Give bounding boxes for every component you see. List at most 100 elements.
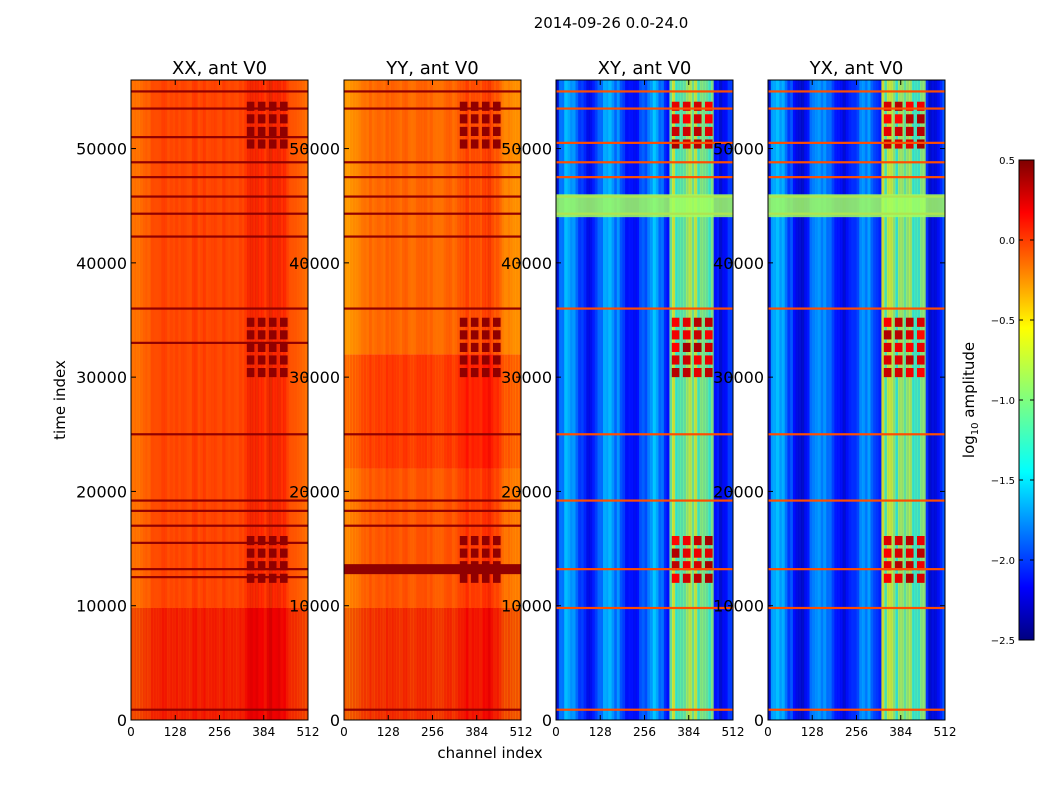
channel-stripe [597, 80, 601, 720]
channel-stripe [633, 80, 637, 720]
rfi-block [470, 330, 479, 340]
channel-stripe [222, 80, 226, 720]
channel-stripe [914, 80, 918, 720]
rfi-block [894, 126, 903, 136]
channel-stripe [920, 80, 924, 720]
rfi-block [704, 548, 713, 558]
channel-stripe [501, 80, 505, 720]
rfi-block [671, 126, 680, 136]
channel-stripe [561, 80, 565, 720]
hot-row [131, 161, 308, 164]
y-tick-label: 20000 [76, 482, 127, 501]
channel-stripe [641, 80, 645, 720]
channel-stripe [507, 80, 511, 720]
channel-stripe [655, 80, 659, 720]
channel-stripe [498, 80, 503, 720]
channel-stripe [175, 80, 179, 720]
channel-stripe [186, 80, 190, 720]
channel-stripe [834, 80, 838, 720]
hot-row [344, 499, 521, 502]
channel-stripe [515, 80, 519, 720]
rfi-block [257, 536, 266, 546]
channel-stripe [169, 80, 173, 720]
channel-stripe [183, 80, 187, 720]
rfi-block [459, 368, 468, 378]
y-tick-label: 50000 [76, 140, 127, 159]
rfi-block [894, 536, 903, 546]
rfi-block [704, 126, 713, 136]
x-tick-label: 384 [465, 725, 488, 739]
y-tick-label: 20000 [289, 482, 340, 501]
rfi-block [459, 101, 468, 111]
hot-row [556, 90, 733, 93]
channel-stripe [216, 80, 220, 720]
channel-stripe [663, 80, 668, 720]
channel-stripe [922, 80, 927, 720]
hot-row [556, 176, 733, 179]
hot-row [344, 433, 521, 436]
rfi-block [905, 536, 914, 546]
rfi-block [671, 368, 680, 378]
channel-stripe [658, 80, 662, 720]
channel-stripe [407, 80, 411, 720]
channel-stripe [683, 80, 687, 720]
colorbar-tick-label: −2.0 [991, 556, 1015, 567]
rfi-block [459, 573, 468, 583]
rfi-block [671, 536, 680, 546]
channel-stripe [402, 80, 406, 720]
x-tick-label: 512 [297, 725, 320, 739]
channel-stripe [798, 80, 802, 720]
channel-stripe [708, 80, 712, 720]
rfi-block [268, 536, 277, 546]
channel-stripe [230, 80, 234, 720]
channel-stripe [823, 80, 827, 720]
rfi-block [257, 114, 266, 124]
rfi-block [246, 355, 255, 365]
rfi-block [682, 561, 691, 571]
channel-stripe [446, 80, 450, 720]
channel-stripe [465, 80, 469, 720]
rfi-block [916, 561, 925, 571]
channel-stripe [591, 80, 596, 720]
hot-row [131, 212, 308, 215]
hot-row [344, 564, 521, 575]
rfi-block [704, 342, 713, 352]
channel-stripe [886, 80, 891, 720]
rfi-block [481, 573, 490, 583]
rfi-block [459, 548, 468, 558]
channel-stripe [575, 80, 579, 720]
rfi-block [905, 573, 914, 583]
channel-stripe [724, 80, 728, 720]
channel-stripe [672, 80, 676, 720]
x-tick-label: 384 [889, 725, 912, 739]
hot-row [131, 107, 308, 110]
rfi-block [470, 573, 479, 583]
channel-stripe [485, 80, 489, 720]
rfi-block [693, 139, 702, 149]
rfi-block [883, 561, 892, 571]
channel-stripe [864, 80, 869, 720]
rfi-block [894, 114, 903, 124]
x-axis-label: channel index [437, 744, 542, 762]
channel-stripe [283, 80, 287, 720]
rfi-block [916, 126, 925, 136]
hot-row [556, 141, 733, 144]
colorbar-tick-label: −2.5 [991, 636, 1015, 647]
x-tick-label: 512 [934, 725, 957, 739]
rfi-block [894, 330, 903, 340]
y-tick-label: 40000 [713, 254, 764, 273]
channel-stripe [252, 80, 256, 720]
channel-stripe [580, 80, 585, 720]
channel-stripe [680, 80, 684, 720]
channel-stripe [451, 80, 456, 720]
hot-row [131, 509, 308, 512]
channel-stripe [792, 80, 797, 720]
x-tick-label: 384 [677, 725, 700, 739]
rfi-block [682, 573, 691, 583]
hot-row [131, 235, 308, 238]
hot-row [768, 568, 945, 571]
rfi-block [492, 317, 501, 327]
channel-stripe [272, 80, 276, 720]
hot-row [344, 195, 521, 198]
